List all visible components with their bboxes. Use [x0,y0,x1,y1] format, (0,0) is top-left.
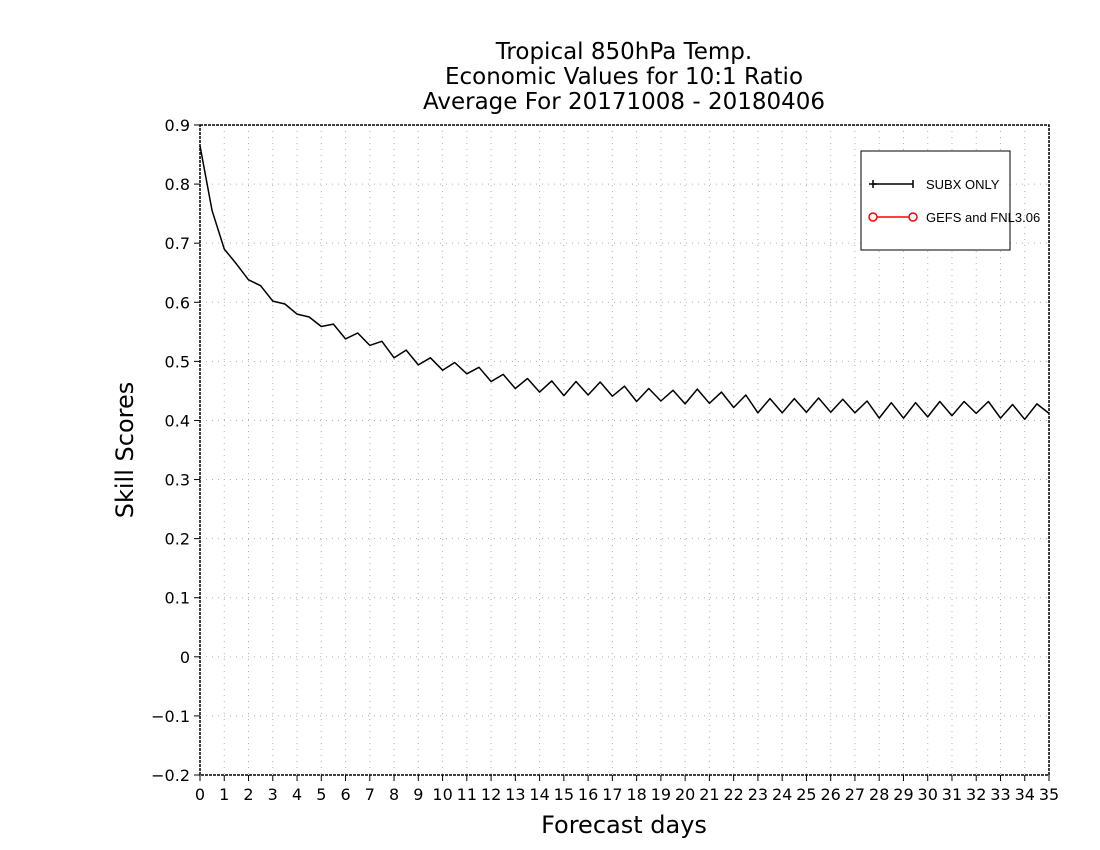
y-tick-label: 0.5 [165,352,190,371]
x-tick-label: 12 [481,785,501,804]
legend: SUBX ONLY GEFS and FNL3.06 [860,150,1040,251]
legend-label-subx: SUBX ONLY [926,177,1000,192]
x-tick-label: 3 [268,785,278,804]
legend-label-gefs: GEFS and FNL3.06 [926,210,1040,225]
plot-frame [199,124,1050,776]
y-tick-label: 0.2 [165,530,190,549]
y-tick-label: 0.7 [165,234,190,253]
y-tick-label: −0.2 [151,766,190,785]
y-tick-label: 0.4 [165,411,190,430]
x-tick-label: 32 [966,785,986,804]
legend-marker-gefs-1 [868,212,878,222]
y-axis-label: Skill Scores [111,382,139,519]
x-tick-label: 19 [651,785,671,804]
y-tick-label: 0.8 [165,175,190,194]
x-tick-label: 18 [626,785,646,804]
grid [200,125,1049,775]
x-tick-label: 0 [195,785,205,804]
series-line-subx-only [199,145,1050,421]
y-axis: −0.2 −0.1 0 0.1 0.2 0.3 0.4 0.5 0.6 0.7 0.8 0.9 [151,116,200,785]
chart-title: Tropical 850hPa Temp. Economic Values fo… [423,39,825,115]
x-tick-label: 22 [723,785,743,804]
x-tick-label: 28 [869,785,889,804]
x-tick-label: 11 [457,785,477,804]
x-tick-label: 1 [219,785,229,804]
x-tick-label: 26 [821,785,841,804]
x-tick-label: 33 [990,785,1010,804]
x-tick-label: 4 [292,785,302,804]
x-tick-label: 24 [772,785,792,804]
x-tick-label: 25 [796,785,816,804]
x-tick-label: 8 [389,785,399,804]
y-tick-label: 0.1 [165,589,190,608]
y-tick-label: 0.6 [165,293,190,312]
series-layer [199,145,1050,421]
x-tick-label: 23 [748,785,768,804]
y-tick-label: 0.9 [165,116,190,135]
x-tick-label: 14 [529,785,549,804]
y-tick-label: 0 [180,648,190,667]
x-tick-label: 10 [432,785,452,804]
x-axis-label: Forecast days [541,811,707,839]
x-tick-label: 13 [505,785,525,804]
x-tick-label: 6 [340,785,350,804]
x-tick-label: 2 [243,785,253,804]
legend-marker-gefs-2 [908,212,918,222]
title-line-2: Economic Values for 10:1 Ratio [445,64,803,90]
x-tick-label: 7 [365,785,375,804]
x-tick-label: 27 [845,785,865,804]
x-tick-label: 30 [918,785,938,804]
x-axis: 0 1 2 3 4 5 6 7 8 9 10 11 12 13 14 15 16 17 18 19 20 21 22 23 24… [195,775,1059,804]
title-line-1: Tropical 850hPa Temp. [495,39,752,65]
x-tick-label: 9 [413,785,423,804]
y-tick-label: 0.3 [165,471,190,490]
x-tick-label: 29 [893,785,913,804]
x-tick-label: 31 [942,785,962,804]
title-line-3: Average For 20171008 - 20180406 [423,89,825,115]
y-tick-label: −0.1 [151,707,190,726]
legend-box [860,150,1011,251]
x-tick-label: 34 [1015,785,1035,804]
x-tick-label: 16 [578,785,598,804]
x-tick-label: 21 [699,785,719,804]
x-tick-label: 5 [316,785,326,804]
x-tick-label: 35 [1039,785,1059,804]
x-tick-label: 20 [675,785,695,804]
x-tick-label: 15 [554,785,574,804]
x-tick-label: 17 [602,785,622,804]
